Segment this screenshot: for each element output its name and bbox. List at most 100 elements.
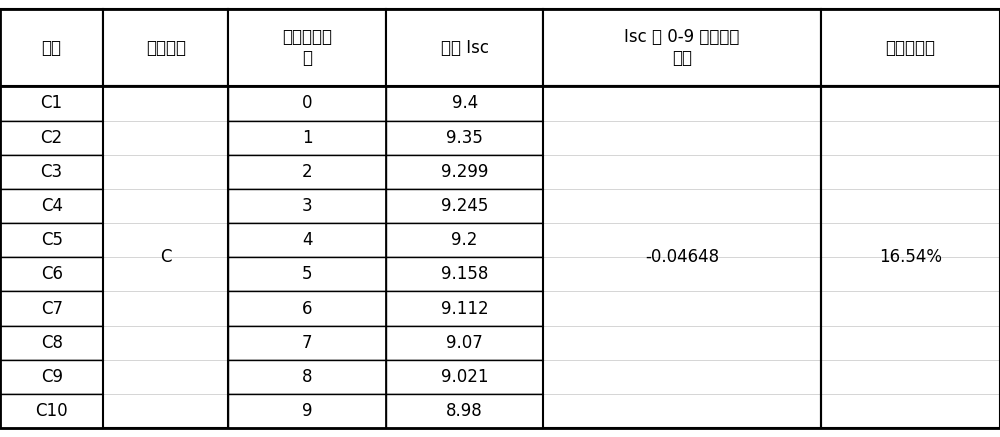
Text: C: C (160, 248, 172, 266)
Bar (543, 121, 821, 155)
Bar (386, 155, 543, 189)
Bar (0, 223, 103, 257)
Bar (0, 291, 103, 326)
Bar (0, 394, 103, 428)
Bar (103, 394, 228, 428)
Bar (103, 87, 228, 121)
Bar (821, 291, 1000, 326)
Text: 内反射系数: 内反射系数 (885, 38, 935, 56)
Bar (543, 87, 821, 121)
Bar (543, 223, 821, 257)
Bar (228, 155, 386, 189)
Bar (228, 326, 386, 360)
Bar (228, 87, 386, 121)
Text: Isc 随 0-9 变化拟合
斜率: Isc 随 0-9 变化拟合 斜率 (624, 28, 740, 67)
Text: C10: C10 (35, 402, 68, 420)
Text: 组件 Isc: 组件 Isc (441, 38, 489, 56)
Bar (0, 326, 103, 360)
Bar (821, 9, 1000, 87)
Text: C3: C3 (41, 163, 63, 181)
Bar (386, 326, 543, 360)
Bar (821, 223, 1000, 257)
Bar (543, 257, 821, 291)
Bar (103, 155, 228, 189)
Bar (821, 189, 1000, 223)
Text: C6: C6 (41, 265, 63, 284)
Bar (386, 9, 543, 87)
Bar (821, 155, 1000, 189)
Bar (103, 189, 228, 223)
Bar (821, 326, 1000, 360)
Bar (821, 121, 1000, 155)
Bar (543, 360, 821, 394)
Bar (543, 189, 821, 223)
Bar (0, 121, 103, 155)
Text: 0: 0 (302, 94, 312, 112)
Text: 3: 3 (302, 197, 312, 215)
Text: 9.021: 9.021 (441, 368, 488, 386)
Text: 电池: 电池 (42, 38, 62, 56)
Bar (228, 121, 386, 155)
Bar (386, 87, 543, 121)
Bar (386, 394, 543, 428)
Bar (543, 394, 821, 428)
Bar (821, 257, 1000, 291)
Text: 9.299: 9.299 (441, 163, 488, 181)
Bar (821, 87, 1000, 121)
Bar (821, 87, 1000, 428)
Bar (103, 87, 228, 428)
Bar (228, 223, 386, 257)
Text: 5: 5 (302, 265, 312, 284)
Text: 9: 9 (302, 402, 312, 420)
Bar (821, 360, 1000, 394)
Text: C9: C9 (41, 368, 63, 386)
Bar (228, 9, 386, 87)
Bar (0, 257, 103, 291)
Text: 7: 7 (302, 334, 312, 352)
Bar (103, 223, 228, 257)
Bar (0, 155, 103, 189)
Bar (228, 291, 386, 326)
Bar (543, 291, 821, 326)
Bar (228, 360, 386, 394)
Bar (0, 9, 103, 87)
Text: 9.245: 9.245 (441, 197, 488, 215)
Bar (543, 155, 821, 189)
Text: -0.04648: -0.04648 (645, 248, 719, 266)
Bar (386, 291, 543, 326)
Bar (103, 326, 228, 360)
Bar (103, 257, 228, 291)
Bar (103, 9, 228, 87)
Text: 6: 6 (302, 300, 312, 318)
Text: 待测焊带: 待测焊带 (146, 38, 186, 56)
Text: 2: 2 (302, 163, 312, 181)
Text: C1: C1 (41, 94, 63, 112)
Text: 16.54%: 16.54% (879, 248, 942, 266)
Bar (103, 121, 228, 155)
Text: 9.4: 9.4 (452, 94, 478, 112)
Text: C4: C4 (41, 197, 63, 215)
Text: C2: C2 (41, 128, 63, 147)
Bar (103, 291, 228, 326)
Bar (386, 360, 543, 394)
Text: 9.07: 9.07 (446, 334, 483, 352)
Text: 9.112: 9.112 (441, 300, 488, 318)
Text: 8.98: 8.98 (446, 402, 483, 420)
Text: C5: C5 (41, 231, 63, 249)
Bar (103, 360, 228, 394)
Bar (0, 360, 103, 394)
Bar (543, 87, 821, 428)
Bar (228, 189, 386, 223)
Bar (228, 257, 386, 291)
Bar (386, 189, 543, 223)
Bar (543, 9, 821, 87)
Text: 8: 8 (302, 368, 312, 386)
Bar (386, 257, 543, 291)
Text: 9.2: 9.2 (451, 231, 478, 249)
Text: 4: 4 (302, 231, 312, 249)
Bar (821, 394, 1000, 428)
Bar (543, 326, 821, 360)
Text: 9.35: 9.35 (446, 128, 483, 147)
Text: C7: C7 (41, 300, 63, 318)
Bar (228, 394, 386, 428)
